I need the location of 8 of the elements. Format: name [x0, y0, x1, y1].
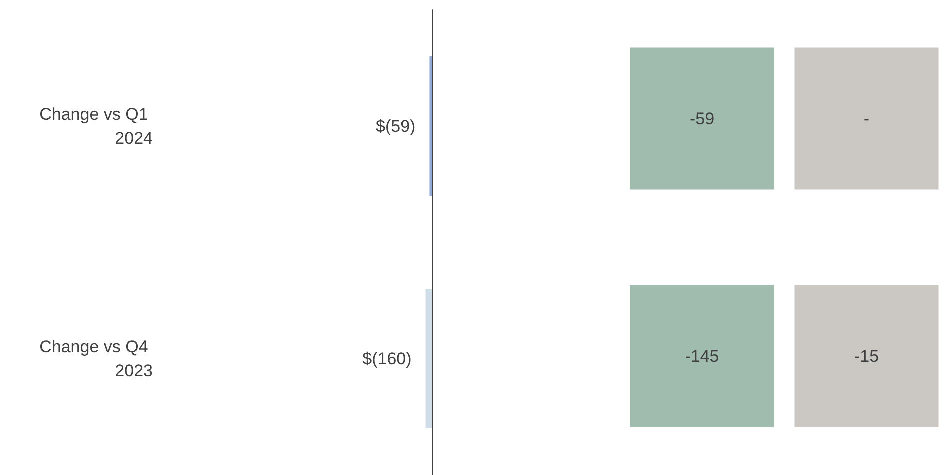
text: - — [864, 109, 870, 128]
text: -59 — [690, 109, 715, 128]
data-label: $(59) — [376, 116, 416, 136]
text: -15 — [854, 346, 880, 366]
text: -145 — [685, 346, 720, 366]
y-tick-label: Change vs Q4 2023 — [40, 337, 153, 380]
data-label: $(160) — [362, 349, 412, 368]
y-tick-label: Change vs Q1 2024 — [40, 104, 153, 148]
